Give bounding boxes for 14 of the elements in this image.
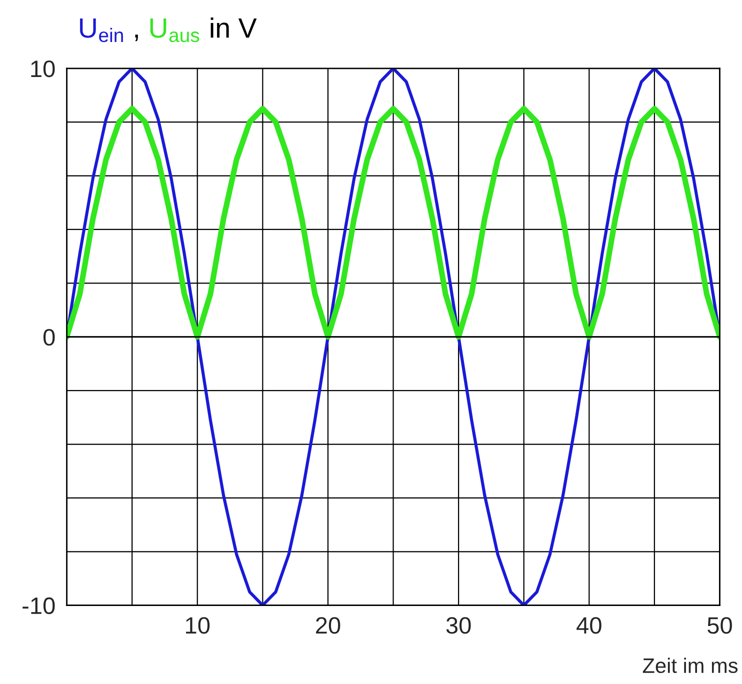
- x-tick-label: 20: [316, 617, 340, 634]
- line-series: [66, 68, 720, 606]
- text: ,: [135, 34, 138, 42]
- y-tick-label: 0: [43, 328, 55, 346]
- series-label: U$_{ein}$: [80, 18, 123, 42]
- x-axis-title: Zeit im ms: [642, 658, 738, 674]
- x-tick-label: 40: [576, 617, 602, 634]
- x-tick-label: 30: [446, 617, 471, 634]
- text: U$_{aus}$: [150, 18, 200, 42]
- x-tick-label: 50: [708, 617, 732, 634]
- chart-title: in V: [210, 17, 257, 38]
- y-tick-label: -10: [22, 597, 55, 614]
- x-tick-label: 10: [186, 617, 210, 634]
- y-tick-label: 10: [31, 60, 55, 78]
